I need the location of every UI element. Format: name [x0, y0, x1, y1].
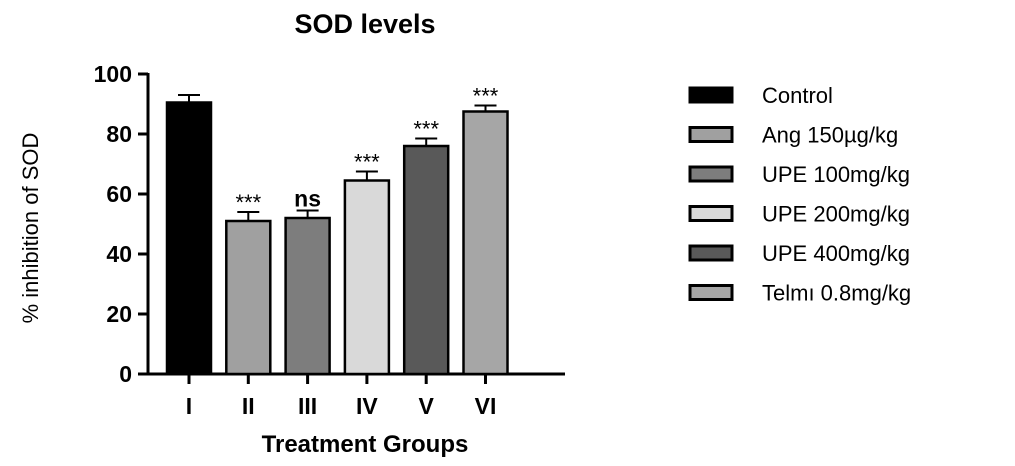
significance-label: ns	[294, 186, 321, 212]
legend-label: UPE 400mg/kg	[762, 241, 910, 266]
legend-label: Telmı 0.8mg/kg	[762, 281, 911, 306]
legend-swatch	[688, 244, 734, 262]
x-axis-label: Treatment Groups	[262, 431, 469, 458]
chart-title: SOD levels	[294, 9, 435, 39]
legend: Control Ang 150µg/kg UPE 100mg/kg UPE 200mg…	[688, 83, 911, 306]
legend-label: Ang 150µg/kg	[762, 123, 898, 148]
legend-label: UPE 100mg/kg	[762, 162, 910, 187]
legend-swatch	[688, 86, 734, 104]
legend-swatch	[688, 284, 734, 301]
y-tick-label: 20	[106, 301, 132, 327]
bar-VI	[462, 110, 509, 376]
legend-swatch	[688, 126, 734, 143]
y-tick-label: 100	[94, 61, 132, 87]
legend-swatch	[688, 205, 734, 222]
bar-II	[225, 219, 272, 376]
y-tick-label: 40	[106, 241, 132, 267]
legend-label: Control	[762, 83, 833, 108]
x-tick-label: III	[298, 393, 317, 419]
x-tick-label: I	[186, 393, 192, 419]
bar-III	[284, 216, 331, 376]
legend-swatch	[688, 165, 734, 183]
significance-label: ***	[235, 190, 261, 215]
legend-label: UPE 200mg/kg	[762, 202, 910, 227]
bar-I	[165, 101, 213, 376]
y-tick-label: 80	[106, 121, 132, 147]
bar-V	[402, 144, 450, 376]
x-tick-label: II	[242, 393, 255, 419]
significance-label: ***	[354, 150, 380, 175]
bar-IV	[343, 179, 391, 376]
x-tick-label: VI	[475, 393, 497, 419]
y-tick-label: 60	[106, 181, 132, 207]
significance-label: ***	[473, 84, 499, 109]
significance-label: ***	[413, 117, 439, 142]
x-tick-label: V	[419, 393, 435, 419]
y-axis-label: % inhibition of SOD	[18, 133, 43, 324]
y-tick-label: 0	[119, 361, 132, 387]
x-tick-label: IV	[356, 393, 378, 419]
